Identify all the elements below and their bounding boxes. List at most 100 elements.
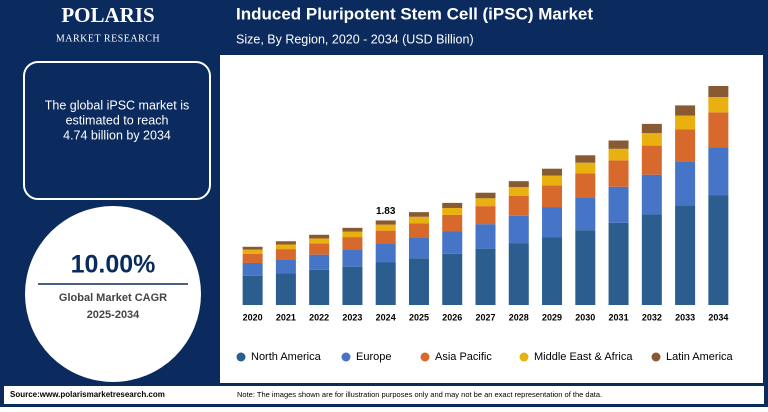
x-tick-label: 2032 xyxy=(642,312,662,322)
bar-segment xyxy=(442,207,463,215)
legend-label: North America xyxy=(251,351,322,363)
x-tick-label: 2021 xyxy=(276,312,296,322)
bar-segment xyxy=(542,207,563,238)
callout-line: 4.74 billion by 2034 xyxy=(63,128,171,142)
legend-swatch xyxy=(519,352,529,362)
bar-segment xyxy=(275,241,296,245)
x-tick-label: 2022 xyxy=(309,312,329,322)
cagr-label: Global Market CAGR xyxy=(59,292,167,304)
bar-segment xyxy=(675,105,696,116)
bar-segment xyxy=(242,246,263,250)
bar-segment xyxy=(342,231,363,238)
legend-label: Middle East & Africa xyxy=(534,351,633,363)
chart-title: Induced Pluripotent Stem Cell (iPSC) Mar… xyxy=(236,4,593,23)
bar-segment xyxy=(442,231,463,254)
bar-segment xyxy=(275,244,296,250)
legend-swatch xyxy=(651,352,661,362)
bar-segment xyxy=(608,140,629,149)
bar-segment xyxy=(575,155,596,163)
legend-swatch xyxy=(236,352,246,362)
x-tick-label: 2031 xyxy=(609,312,629,322)
bar-segment xyxy=(442,253,463,305)
x-tick-label: 2034 xyxy=(708,312,728,322)
bar-segment xyxy=(275,249,296,260)
x-tick-label: 2024 xyxy=(376,312,396,322)
bar-segment xyxy=(708,97,729,113)
callout-line: The global iPSC market is xyxy=(45,98,190,112)
legend-label: Europe xyxy=(356,351,391,363)
x-tick-label: 2033 xyxy=(675,312,695,322)
legend-label: Latin America xyxy=(666,351,734,363)
x-tick-label: 2027 xyxy=(475,312,495,322)
bar-segment xyxy=(408,223,429,239)
bar-segment xyxy=(242,262,263,276)
bar-segment xyxy=(575,197,596,231)
cagr-value: 10.00% xyxy=(71,251,156,279)
bar-segment xyxy=(542,237,563,305)
bar-segment xyxy=(342,266,363,305)
bar-segment xyxy=(408,258,429,305)
bar-segment xyxy=(575,173,596,198)
bar-segment xyxy=(375,230,396,245)
x-tick-label: 2020 xyxy=(243,312,263,322)
x-tick-label: 2025 xyxy=(409,312,429,322)
bar-segment xyxy=(342,227,363,232)
bar-segment xyxy=(242,249,263,254)
bar-segment xyxy=(475,248,496,305)
cagr-circle xyxy=(25,206,201,382)
callout-line: estimated to reach xyxy=(66,113,169,127)
bar-segment xyxy=(542,185,563,208)
bar-segment xyxy=(675,161,696,206)
bar-segment xyxy=(342,237,363,250)
bar-segment xyxy=(575,162,596,174)
annotation: 1.83 xyxy=(376,206,396,217)
callout-box xyxy=(23,61,211,200)
bar-segment xyxy=(242,253,263,263)
x-tick-label: 2023 xyxy=(342,312,362,322)
bar-segment xyxy=(675,115,696,130)
bar-segment xyxy=(475,206,496,225)
bar-segment xyxy=(309,234,330,239)
bar-segment xyxy=(708,195,729,305)
bar-segment xyxy=(375,262,396,305)
legend-label: Asia Pacific xyxy=(435,351,492,363)
bar-segment xyxy=(375,224,396,231)
note: Note: The images shown are for illustrat… xyxy=(237,390,602,399)
bar-segment xyxy=(375,220,396,225)
legend-swatch xyxy=(341,352,351,362)
bar-segment xyxy=(608,148,629,161)
bar-segment xyxy=(608,186,629,223)
bar-segment xyxy=(608,160,629,187)
brand-name: POLARIS xyxy=(61,3,154,27)
x-tick-label: 2028 xyxy=(509,312,529,322)
bar-segment xyxy=(708,112,729,148)
plot: 2020 2021 2022 2023 2024 2025 2026 2027 2028 2029… xyxy=(236,86,734,363)
bar-segment xyxy=(508,243,529,305)
bar-segment xyxy=(708,147,729,196)
bar-segment xyxy=(309,243,330,255)
source: Source:www.polarismarketresearch.com xyxy=(10,390,165,399)
bar-segment xyxy=(675,205,696,305)
bar-segment xyxy=(508,195,529,216)
bar-segment xyxy=(242,275,263,305)
legend-swatch xyxy=(420,352,430,362)
bar-segment xyxy=(508,215,529,244)
bar-segment xyxy=(408,238,429,259)
bar-segment xyxy=(542,175,563,186)
bar-segment xyxy=(442,214,463,232)
bar-segment xyxy=(375,244,396,263)
footer-strip xyxy=(4,386,764,404)
x-tick-label: 2030 xyxy=(575,312,595,322)
bar-segment xyxy=(641,123,662,134)
bar-segment xyxy=(641,214,662,305)
bar-segment xyxy=(542,168,563,176)
bar-segment xyxy=(309,238,330,244)
brand-tagline: MARKET RESEARCH xyxy=(56,33,160,44)
bar-segment xyxy=(275,259,296,274)
bar-segment xyxy=(641,133,662,146)
bar-segment xyxy=(608,222,629,305)
bar-segment xyxy=(675,129,696,162)
bar-segment xyxy=(508,187,529,196)
cagr-period: 2025-2034 xyxy=(87,309,140,321)
